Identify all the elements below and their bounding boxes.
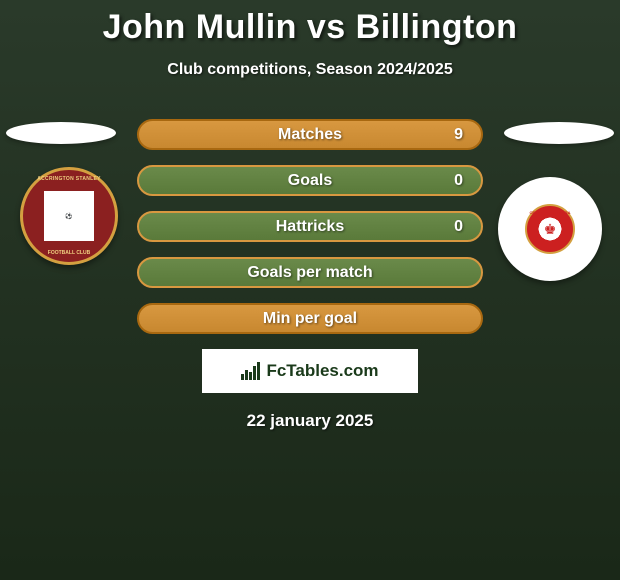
oval-right [504, 122, 614, 144]
stat-bar-hattricks: Hattricks 0 [137, 211, 483, 242]
stat-label: Goals per match [247, 264, 372, 282]
main-container: John Mullin vs Billington Club competiti… [0, 0, 620, 431]
badge-left-name: ACCRINGTON STANLEY [29, 176, 109, 182]
badge-left-crest: ⚽ [44, 191, 94, 241]
stat-label: Min per goal [263, 310, 357, 328]
fctables-logo[interactable]: FcTables.com [202, 349, 418, 393]
stat-value: 0 [454, 218, 463, 236]
stat-bars: Matches 9 Goals 0 Hattricks 0 Goals per … [137, 119, 483, 334]
logo-text: FcTables.com [266, 361, 378, 381]
date-text: 22 january 2025 [0, 411, 620, 431]
stats-section: ACCRINGTON STANLEY ⚽ FOOTBALL CLUB CREWE… [0, 119, 620, 334]
stat-label: Matches [278, 126, 342, 144]
page-title: John Mullin vs Billington [0, 8, 620, 47]
team-badge-left: ACCRINGTON STANLEY ⚽ FOOTBALL CLUB [20, 167, 118, 265]
stat-bar-min-per-goal: Min per goal [137, 303, 483, 334]
stat-value: 0 [454, 172, 463, 190]
lion-icon: ♚ [544, 221, 557, 238]
stat-label: Hattricks [276, 218, 344, 236]
stat-value: 9 [454, 126, 463, 144]
badge-left-sub: FOOTBALL CLUB [48, 250, 90, 256]
team-badge-right: CREWE ALEXANDRA ♚ [498, 177, 602, 281]
stat-bar-matches: Matches 9 [137, 119, 483, 150]
stat-bar-goals: Goals 0 [137, 165, 483, 196]
stat-bar-goals-per-match: Goals per match [137, 257, 483, 288]
badge-right-crest: CREWE ALEXANDRA ♚ [525, 204, 575, 254]
oval-left [6, 122, 116, 144]
stat-label: Goals [288, 172, 332, 190]
subtitle: Club competitions, Season 2024/2025 [0, 61, 620, 79]
bar-chart-icon [241, 362, 260, 380]
badge-right-name: CREWE ALEXANDRA [530, 210, 571, 215]
